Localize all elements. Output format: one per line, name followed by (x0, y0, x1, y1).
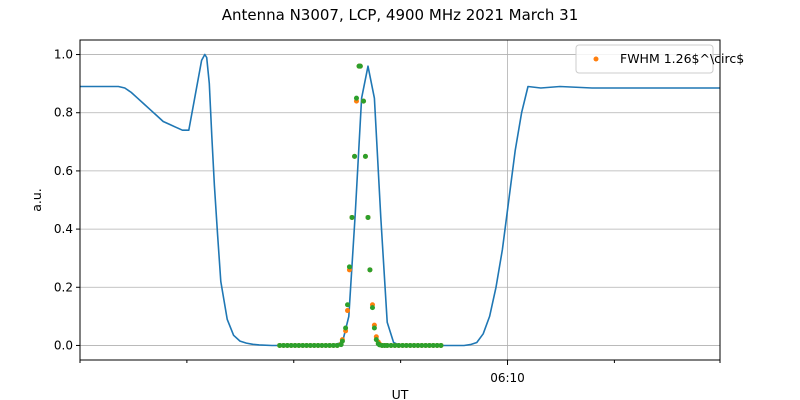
y-tick-label: 0.0 (54, 338, 73, 352)
y-axis: 0.0 0.2 0.4 0.6 0.8 1.0 (54, 48, 80, 352)
beam-point (327, 342, 333, 348)
y-tick-label: 1.0 (54, 48, 73, 62)
axes-frame (79, 39, 721, 361)
y-axis-label: a.u. (29, 188, 44, 212)
beam-point (365, 214, 371, 220)
beam-point (284, 342, 290, 348)
beam-point (304, 342, 310, 348)
beam-point (392, 342, 398, 348)
beam-point (352, 153, 358, 159)
beam-point (296, 342, 302, 348)
x-tick-label: 06:10 (490, 371, 525, 385)
beam-point (277, 342, 283, 348)
beam-point (371, 325, 377, 331)
beam-point (300, 342, 306, 348)
beam-point (281, 342, 287, 348)
legend-marker (593, 56, 599, 62)
beam-point (357, 63, 363, 69)
beam-point (319, 342, 325, 348)
beam-point (307, 342, 313, 348)
beam-point (349, 214, 355, 220)
beam-point (400, 342, 406, 348)
beam-point (373, 337, 379, 343)
beam-point (415, 342, 421, 348)
beam-point (438, 342, 444, 348)
beam-point (423, 342, 429, 348)
grid (80, 40, 720, 360)
beam-point (353, 95, 359, 101)
legend-box (575, 44, 714, 74)
beam-point (430, 342, 436, 348)
beam-point (367, 267, 373, 273)
beam-point (411, 342, 417, 348)
beam-point (407, 342, 413, 348)
beam-point (311, 342, 317, 348)
beam-point (315, 342, 321, 348)
chart-title: Antenna N3007, LCP, 4900 MHz 2021 March … (222, 6, 579, 24)
x-axis: 06:10 (79, 360, 721, 385)
fit-point (345, 308, 351, 314)
beam-point (362, 153, 368, 159)
beam-point (419, 342, 425, 348)
y-tick-label: 0.6 (54, 164, 73, 178)
beam-point (323, 342, 329, 348)
plot-area (80, 53, 720, 348)
beam-point (384, 342, 390, 348)
beam-point (343, 325, 349, 331)
legend-label: FWHM 1.26$^\circ$ (620, 51, 744, 66)
beam-point (426, 342, 432, 348)
beam-point (345, 302, 351, 308)
beam-point (292, 342, 298, 348)
series-line (80, 53, 720, 347)
legend: FWHM 1.26$^\circ$ (575, 44, 744, 74)
beam-point (361, 98, 367, 104)
beam-point (388, 342, 394, 348)
beam-point (369, 305, 375, 311)
beam-point (339, 338, 345, 344)
beam-point (346, 264, 352, 270)
beam-point (396, 342, 402, 348)
beam-point (434, 342, 440, 348)
beam-point (403, 342, 409, 348)
x-axis-label: UT (392, 387, 409, 400)
beam-point (334, 342, 340, 348)
y-tick-label: 0.2 (54, 280, 73, 294)
y-tick-label: 0.8 (54, 106, 73, 120)
beam-point (288, 342, 294, 348)
beam-point (330, 342, 336, 348)
y-tick-label: 0.4 (54, 222, 73, 236)
